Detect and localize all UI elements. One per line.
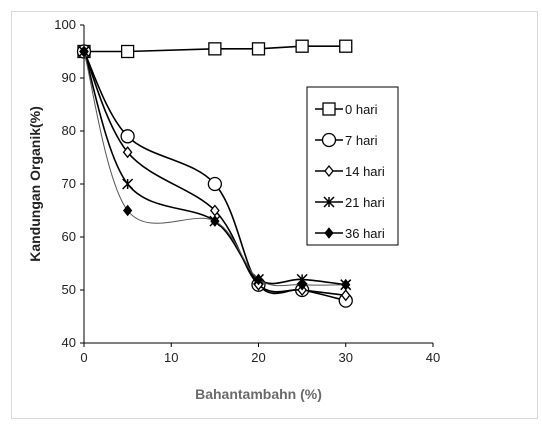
data-point-square (339, 39, 353, 53)
data-point-circle (321, 132, 337, 148)
data-point-filled-diamond (297, 278, 307, 291)
y-tick-label: 50 (62, 282, 76, 297)
legend-item: 14 hari (315, 164, 385, 179)
data-point-filled-diamond (253, 273, 264, 286)
series-line (83, 51, 346, 286)
legend-label: 14 hari (345, 164, 385, 179)
data-point-square (208, 42, 222, 56)
data-point-filled-diamond (122, 204, 133, 217)
data-point-square (120, 44, 135, 59)
x-tick-label: 0 (80, 350, 87, 365)
chart-frame (11, 11, 538, 419)
legend-item: 36 hari (315, 226, 385, 241)
legend-label: 36 hari (345, 226, 385, 241)
data-point-filled-diamond (210, 215, 220, 227)
legend-box (306, 86, 399, 246)
legend-label: 21 hari (345, 195, 385, 210)
data-point-circle (120, 129, 135, 144)
y-tick-label: 70 (62, 176, 76, 191)
legend-item: 21 hari (315, 195, 385, 210)
x-tick-label: 40 (426, 350, 440, 365)
axes-layer: 40 50 60 70 80 90 100 0 10 20 30 40 (54, 17, 440, 365)
x-tick-label: 10 (164, 350, 178, 365)
data-point-filled-diamond (324, 227, 334, 239)
data-point-diamond (340, 289, 351, 302)
legend-item: 0 hari (315, 102, 378, 117)
data-point-square (295, 39, 309, 53)
x-axis-title: Bahantambahn (%) (195, 386, 322, 402)
data-point-filled-diamond (341, 278, 351, 291)
data-point-square (322, 102, 336, 116)
y-tick-label: 80 (62, 123, 76, 138)
series-line (83, 51, 346, 287)
y-axis-title: Kandungan Organik(%) (27, 106, 43, 262)
legend-label: 0 hari (345, 102, 378, 117)
series-36-hari (79, 45, 351, 291)
data-point-star (323, 196, 335, 208)
legend-label: 7 hari (345, 133, 378, 148)
series-line (84, 45, 346, 53)
data-point-diamond (122, 146, 133, 159)
y-tick-label: 90 (62, 70, 76, 85)
data-point-diamond (324, 164, 334, 178)
series-line (83, 51, 346, 297)
legend-item: 7 hari (315, 132, 378, 148)
series-0-hari (77, 39, 353, 59)
x-tick-label: 20 (251, 350, 265, 365)
data-point-circle (207, 176, 223, 192)
x-tick-label: 30 (339, 350, 353, 365)
data-point-star (122, 178, 134, 190)
y-tick-label: 40 (62, 335, 76, 350)
legend: 0 hari 7 hari 14 hari 21 hari 36 hari (306, 86, 399, 246)
y-tick-label: 100 (54, 17, 76, 32)
data-point-square (251, 42, 266, 56)
y-tick-label: 60 (62, 229, 76, 244)
